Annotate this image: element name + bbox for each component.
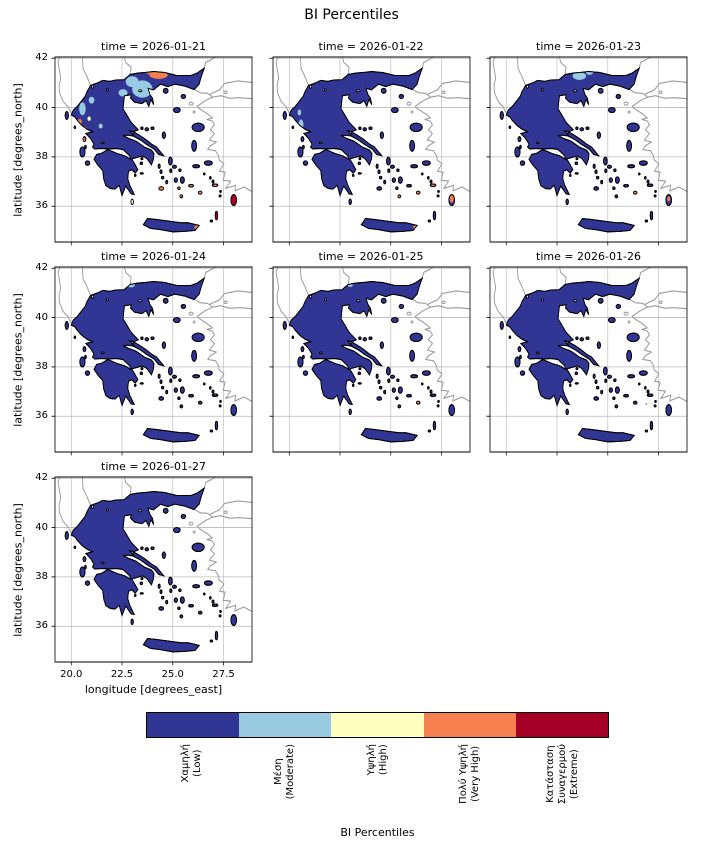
facet-panel: time = 2026-01-22 — [268, 40, 470, 246]
percentile-patches-mainland — [127, 282, 135, 288]
colorbar-segment-5 — [515, 713, 609, 737]
facet-title: time = 2026-01-27 — [101, 460, 206, 473]
y-axis-label: latitude [degrees_north] — [11, 292, 25, 427]
y-axis-label: latitude [degrees_north] — [11, 502, 25, 637]
facet-title: time = 2026-01-21 — [101, 40, 206, 53]
facet-title: time = 2026-01-25 — [318, 250, 424, 263]
percentile-patch — [130, 199, 134, 205]
x-axis-label: longitude [degrees_east] — [84, 683, 223, 696]
greece-map — [51, 266, 253, 456]
facet-panel: time = 2026-01-21 latitude [degrees_nort… — [12, 40, 253, 246]
greece-map — [486, 266, 688, 456]
percentile-patches-islands — [645, 402, 648, 405]
percentile-patches-islands — [416, 401, 419, 404]
facet-panel: time = 2026-01-26 — [486, 250, 688, 456]
y-tick-label: 42 — [35, 472, 48, 484]
percentile-patch — [449, 194, 454, 203]
percentile-patch — [79, 102, 86, 116]
y-axis-label: latitude [degrees_north] — [11, 82, 25, 217]
y-tick-label: 36 — [35, 200, 48, 212]
x-tick-label: 27.5 — [212, 669, 235, 680]
facet-panel: time = 2026-01-23 — [486, 40, 688, 246]
percentile-patch — [585, 70, 594, 75]
plot-frame — [54, 266, 253, 453]
percentile-patch — [125, 76, 139, 88]
x-tick-label: 22.5 — [110, 669, 134, 680]
plot-frame — [54, 56, 253, 243]
colorbar-title: BI Percentiles — [340, 826, 415, 839]
colorbar-segment-3 — [331, 713, 424, 737]
y-tick-label: 40 — [35, 311, 48, 323]
percentile-patches-islands — [633, 191, 671, 202]
percentile-patch — [88, 96, 95, 104]
percentile-patches-islands — [397, 184, 454, 203]
colorbar — [146, 712, 609, 738]
greece-map — [51, 56, 253, 246]
percentile-patch — [633, 191, 637, 194]
colorbar-segment-2 — [239, 713, 332, 737]
percentile-patch — [297, 109, 301, 116]
y-tick-label: 38 — [35, 360, 48, 372]
percentile-patch — [98, 123, 103, 129]
facet-title: time = 2026-01-26 — [536, 250, 641, 263]
figure-title: BI Percentiles — [304, 7, 399, 23]
facet-title: time = 2026-01-23 — [536, 40, 641, 53]
facet-panel: time = 2026-01-24 latitude [degrees_nort… — [12, 250, 253, 456]
percentile-patch — [118, 89, 128, 97]
percentile-patch — [416, 191, 420, 195]
colorbar-segment-1 — [147, 713, 240, 737]
percentile-patch — [416, 401, 419, 404]
plot-frame — [272, 56, 470, 243]
y-tick-label: 40 — [35, 521, 48, 533]
y-tick-label: 42 — [35, 52, 48, 64]
plot-frame — [489, 266, 688, 453]
x-tick-label: 25.0 — [161, 669, 184, 680]
greece-map — [51, 476, 253, 666]
facet-panel: time = 2026-01-25 — [268, 250, 470, 456]
percentile-patch — [572, 72, 587, 80]
percentile-patch — [158, 186, 164, 191]
colorbar-segment-4 — [423, 713, 516, 737]
facet-title: time = 2026-01-22 — [318, 40, 424, 53]
greece-map — [268, 266, 470, 456]
y-tick-label: 38 — [35, 570, 48, 582]
plot-frame — [272, 266, 470, 453]
y-tick-label: 38 — [35, 150, 48, 162]
x-tick-label: 20.0 — [60, 669, 83, 680]
y-tick-label: 40 — [35, 101, 48, 113]
percentile-patch — [87, 116, 91, 121]
y-tick-label: 36 — [35, 620, 48, 632]
percentile-patch — [430, 184, 435, 187]
percentile-patch — [230, 194, 237, 206]
facet-panel: time = 2026-01-27 latitude [degrees_nort… — [12, 460, 253, 696]
facet-title: time = 2026-01-24 — [101, 250, 206, 263]
percentile-patch — [667, 196, 671, 202]
y-tick-label: 36 — [35, 410, 48, 422]
plot-frame — [54, 476, 253, 663]
percentile-patch — [127, 282, 135, 288]
plot-frame — [489, 56, 688, 243]
greece-map — [486, 56, 688, 246]
greece-map — [268, 56, 470, 246]
y-tick-label: 42 — [35, 262, 48, 274]
percentile-patch — [645, 402, 648, 405]
